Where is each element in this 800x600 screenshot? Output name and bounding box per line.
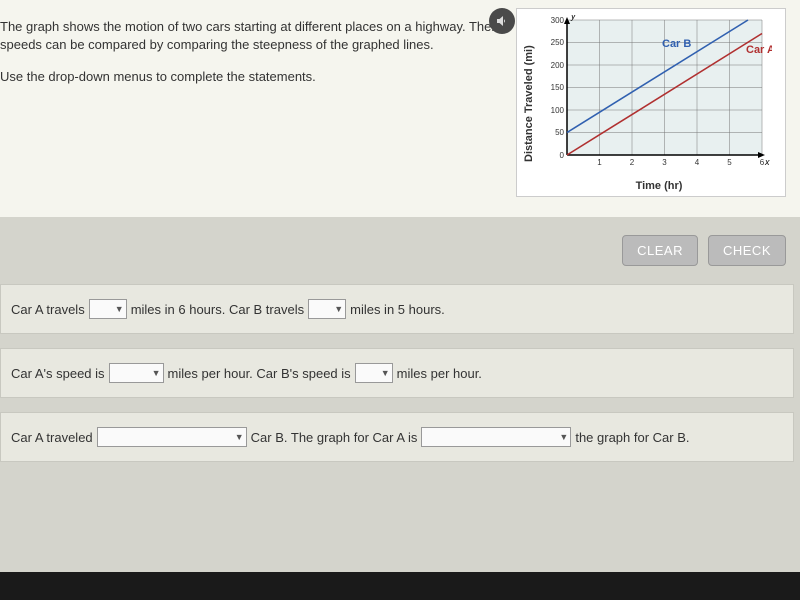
bottom-bezel	[0, 572, 800, 600]
audio-play-button[interactable]	[489, 8, 515, 34]
speaker-icon	[495, 14, 509, 28]
svg-text:0: 0	[560, 151, 565, 160]
chevron-down-icon: ▼	[111, 304, 124, 314]
svg-text:50: 50	[555, 128, 564, 137]
svg-text:2: 2	[630, 158, 635, 167]
prompt-line-2: Use the drop-down menus to complete the …	[0, 68, 506, 86]
stmt3-dropdown-2[interactable]: ▼	[421, 427, 571, 447]
stmt3-dropdown-1[interactable]: ▼	[97, 427, 247, 447]
stmt1-part2: miles in 6 hours. Car B travels	[131, 302, 304, 317]
statement-1: Car A travels ▼ miles in 6 hours. Car B …	[0, 284, 794, 334]
top-panel: The graph shows the motion of two cars s…	[0, 0, 800, 217]
stmt2-dropdown-1[interactable]: ▼	[109, 363, 164, 383]
chevron-down-icon: ▼	[148, 368, 161, 378]
chevron-down-icon: ▼	[330, 304, 343, 314]
chevron-down-icon: ▼	[555, 432, 568, 442]
chart-y-label: Distance Traveled (mi)	[521, 15, 537, 192]
svg-text:5: 5	[727, 158, 732, 167]
chart-container: Distance Traveled (mi)	[516, 8, 786, 197]
svg-text:1: 1	[597, 158, 602, 167]
clear-button[interactable]: CLEAR	[622, 235, 698, 266]
svg-text:3: 3	[662, 158, 667, 167]
stmt1-dropdown-1[interactable]: ▼	[89, 299, 127, 319]
stmt1-part1: Car A travels	[11, 302, 85, 317]
svg-text:250: 250	[551, 38, 565, 47]
stmt2-part3: miles per hour.	[397, 366, 482, 381]
stmt2-part2: miles per hour. Car B's speed is	[168, 366, 351, 381]
series-a-label: Car A	[746, 44, 772, 56]
stmt3-part3: the graph for Car B.	[575, 430, 689, 445]
chevron-down-icon: ▼	[377, 368, 390, 378]
stmt3-part1: Car A traveled	[11, 430, 93, 445]
svg-text:y: y	[570, 15, 576, 21]
prompt-line-1: The graph shows the motion of two cars s…	[0, 18, 506, 54]
stmt1-dropdown-2[interactable]: ▼	[308, 299, 346, 319]
svg-text:200: 200	[551, 61, 565, 70]
check-button[interactable]: CHECK	[708, 235, 786, 266]
stmt3-part2: Car B. The graph for Car A is	[251, 430, 418, 445]
stmt2-dropdown-2[interactable]: ▼	[355, 363, 393, 383]
action-button-row: CLEAR CHECK	[0, 217, 800, 276]
chevron-down-icon: ▼	[231, 432, 244, 442]
svg-text:100: 100	[551, 106, 565, 115]
prompt-text-area: The graph shows the motion of two cars s…	[0, 8, 516, 197]
svg-text:300: 300	[551, 16, 565, 25]
chart-x-label: Time (hr)	[537, 180, 781, 192]
svg-text:150: 150	[551, 83, 565, 92]
series-b-label: Car B	[662, 38, 691, 50]
stmt1-part3: miles in 5 hours.	[350, 302, 445, 317]
svg-text:4: 4	[695, 158, 700, 167]
svg-text:x: x	[764, 157, 770, 167]
stmt2-part1: Car A's speed is	[11, 366, 105, 381]
statement-3: Car A traveled ▼ Car B. The graph for Ca…	[0, 412, 794, 462]
statement-2: Car A's speed is ▼ miles per hour. Car B…	[0, 348, 794, 398]
line-chart: Car B Car A 0 50 100 150 200 250 300 1	[537, 15, 772, 175]
